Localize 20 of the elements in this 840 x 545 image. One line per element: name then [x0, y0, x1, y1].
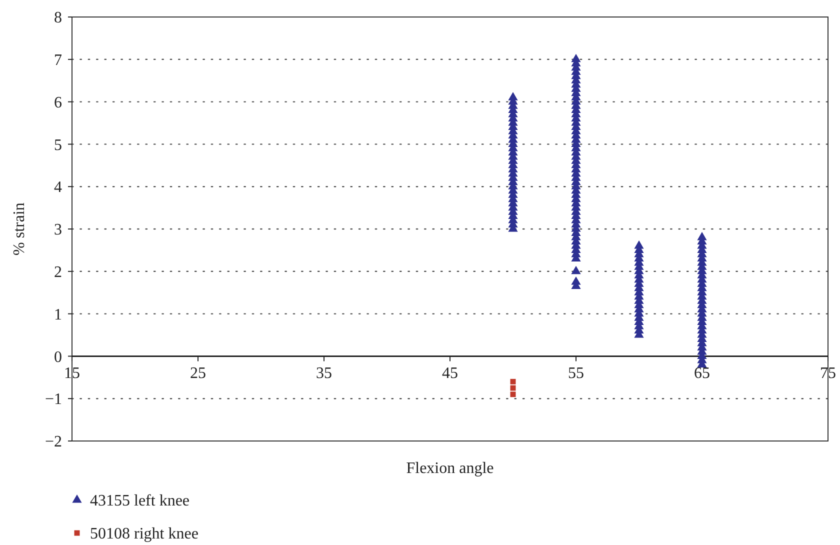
- x-tick-label: 45: [442, 365, 458, 382]
- legend-label: 50108 right knee: [90, 526, 198, 543]
- y-tick-label: 3: [54, 222, 62, 239]
- y-tick-label: 2: [54, 264, 62, 281]
- y-tick-label: 8: [54, 10, 62, 27]
- y-tick-label: 1: [54, 306, 62, 324]
- y-axis-title: % strain: [11, 202, 28, 256]
- y-tick-label: 7: [54, 52, 62, 69]
- x-tick-label: 35: [316, 365, 332, 382]
- y-tick-label: −1: [44, 391, 62, 408]
- x-tick-label: 55: [568, 365, 584, 382]
- y-tick-label: 0: [54, 348, 62, 366]
- y-tick-label: −2: [44, 434, 62, 451]
- x-tick-label: 65: [694, 365, 710, 382]
- x-tick-label: 25: [190, 365, 206, 382]
- x-axis-title: Flexion angle: [406, 460, 494, 477]
- legend-label: 43155 left knee: [90, 492, 190, 510]
- y-tick-label: 6: [54, 94, 62, 112]
- y-tick-label: 5: [54, 136, 62, 154]
- y-tick-label: 4: [54, 179, 62, 196]
